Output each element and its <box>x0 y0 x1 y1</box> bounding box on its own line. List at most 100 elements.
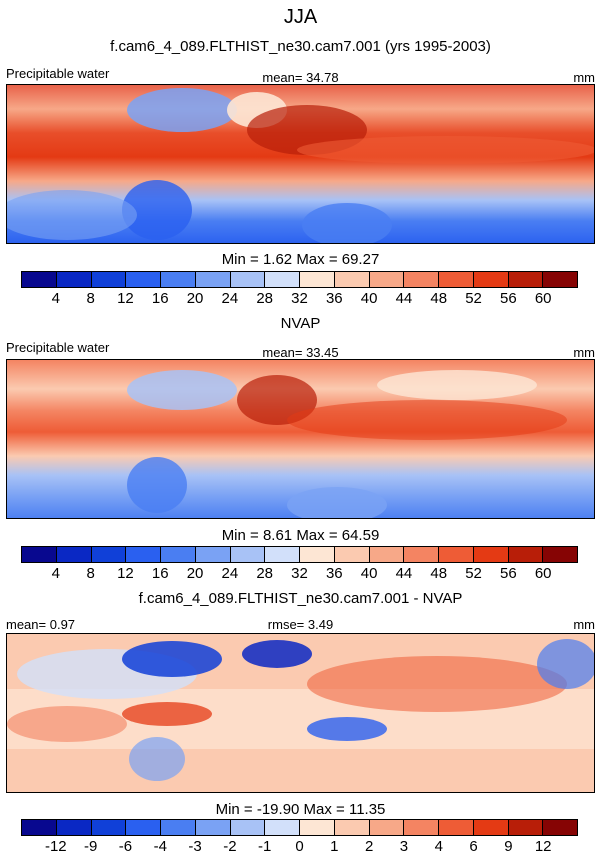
colorbar-tick-label: 28 <box>256 565 274 582</box>
panel-2-units-label: mm <box>573 345 595 360</box>
panel-2-map <box>6 359 595 519</box>
colorbar-swatch <box>543 272 577 287</box>
panel-3-map <box>6 633 595 793</box>
colorbar-swatch <box>439 272 474 287</box>
colorbar-swatch <box>300 272 335 287</box>
colorbar-tick-label: 8 <box>86 565 95 582</box>
colorbar-swatch <box>195 547 231 562</box>
colorbar-swatch <box>369 820 405 835</box>
colorbar-swatch <box>265 272 300 287</box>
colorbar-tick-label: 28 <box>256 290 274 307</box>
colorbar-tick-label: 52 <box>465 565 482 582</box>
colorbar-tick-label: 16 <box>151 565 169 582</box>
colorbar-swatch <box>473 820 509 835</box>
colorbar-swatch <box>230 272 266 287</box>
colorbar-swatch <box>265 547 300 562</box>
colorbar-swatch <box>126 547 161 562</box>
panel-3-minmax: Min = -19.90 Max = 11.35 <box>215 801 386 818</box>
colorbar-tick-label: 6 <box>469 838 478 855</box>
colorbar-swatch <box>369 272 405 287</box>
colorbar-tick-label: 20 <box>186 290 204 307</box>
panel-1-units-label: mm <box>573 70 595 85</box>
colorbar-swatch <box>543 547 577 562</box>
panel-1-variable-label: Precipitable water <box>6 66 110 81</box>
colorbar-tick-label: 24 <box>221 290 239 307</box>
colorbar-tick-label: 32 <box>291 290 308 307</box>
colorbar-swatch <box>300 547 335 562</box>
colorbar-swatch <box>334 547 370 562</box>
panel-1-colorbar-ticks: 4 8 12 16 20 24 28 32 36 40 44 48 52 56 60 <box>21 290 578 308</box>
colorbar-swatch <box>508 272 544 287</box>
colorbar-swatch <box>91 547 127 562</box>
colorbar-tick-label: -12 <box>44 838 67 855</box>
colorbar-tick-label: 60 <box>534 565 552 582</box>
colorbar-swatch <box>508 820 544 835</box>
colorbar-tick-label: -4 <box>153 838 167 855</box>
colorbar-tick-label: -3 <box>188 838 202 855</box>
colorbar-swatch <box>543 820 577 835</box>
colorbar-tick-label: 4 <box>51 565 60 582</box>
colorbar-tick-label: 56 <box>500 290 517 307</box>
colorbar-swatch <box>195 272 231 287</box>
colorbar-swatch <box>56 820 92 835</box>
colorbar-tick-label: 44 <box>395 565 413 582</box>
colorbar-swatch <box>369 547 405 562</box>
colorbar-tick-label: -6 <box>118 838 133 855</box>
panel-2-minmax: Min = 8.61 Max = 64.59 <box>221 527 380 544</box>
colorbar-tick-label: 32 <box>291 565 308 582</box>
colorbar-swatch <box>56 547 92 562</box>
colorbar-swatch <box>195 820 231 835</box>
panel-3-header: f.cam6_4_089.FLTHIST_ne30.cam7.001 - NVA… <box>138 590 463 607</box>
colorbar-swatch <box>508 547 544 562</box>
panel-3-colorbar-ticks: -12 -9 -6 -4 -3 -2 -1 0 1 2 3 4 6 9 12 <box>21 838 578 856</box>
colorbar-tick-label: 8 <box>86 290 95 307</box>
colorbar-swatch <box>230 820 266 835</box>
colorbar-tick-label: 1 <box>330 838 339 855</box>
colorbar-swatch <box>22 272 57 287</box>
colorbar-swatch <box>334 820 370 835</box>
colorbar-swatch <box>265 820 300 835</box>
panel-2-variable-label: Precipitable water <box>6 340 110 355</box>
colorbar-tick-label: 24 <box>221 565 239 582</box>
colorbar-swatch <box>161 820 196 835</box>
colorbar-swatch <box>22 820 57 835</box>
colorbar-tick-label: 4 <box>51 290 60 307</box>
panel-3-units-label: mm <box>573 617 595 632</box>
panel-1-colorbar <box>21 271 578 288</box>
colorbar-swatch <box>91 272 127 287</box>
colorbar-swatch <box>56 272 92 287</box>
colorbar-tick-label: 60 <box>534 290 552 307</box>
colorbar-swatch <box>230 547 266 562</box>
colorbar-swatch <box>91 820 127 835</box>
panel-1-header: f.cam6_4_089.FLTHIST_ne30.cam7.001 (yrs … <box>110 38 491 55</box>
colorbar-swatch <box>126 820 161 835</box>
colorbar-swatch <box>404 272 439 287</box>
colorbar-tick-label: 40 <box>360 565 378 582</box>
colorbar-swatch <box>473 272 509 287</box>
colorbar-tick-label: 44 <box>395 290 413 307</box>
colorbar-tick-label: 36 <box>325 290 343 307</box>
colorbar-swatch <box>300 820 335 835</box>
colorbar-swatch <box>161 547 196 562</box>
colorbar-tick-label: -9 <box>83 838 98 855</box>
colorbar-tick-label: 12 <box>117 290 134 307</box>
colorbar-tick-label: 3 <box>399 838 409 855</box>
colorbar-swatch <box>126 272 161 287</box>
panel-3-mean-label: mean= 0.97 <box>6 617 76 632</box>
colorbar-tick-label: 9 <box>504 838 513 855</box>
panel-2-mean-label: mean= 33.45 <box>262 345 339 360</box>
colorbar-swatch <box>473 547 509 562</box>
colorbar-swatch <box>404 820 439 835</box>
panel-1-mean-label: mean= 34.78 <box>262 70 339 85</box>
colorbar-swatch <box>334 272 370 287</box>
panel-1-minmax: Min = 1.62 Max = 69.27 <box>221 251 380 268</box>
colorbar-tick-label: 48 <box>430 290 448 307</box>
colorbar-swatch <box>439 547 474 562</box>
colorbar-swatch <box>439 820 474 835</box>
figure-title: JJA <box>283 6 318 28</box>
panel-1-map <box>6 84 595 244</box>
panel-2-header: NVAP <box>280 315 321 332</box>
colorbar-tick-label: 36 <box>325 565 343 582</box>
panel-3-colorbar <box>21 819 578 836</box>
colorbar-tick-label: 20 <box>186 565 204 582</box>
